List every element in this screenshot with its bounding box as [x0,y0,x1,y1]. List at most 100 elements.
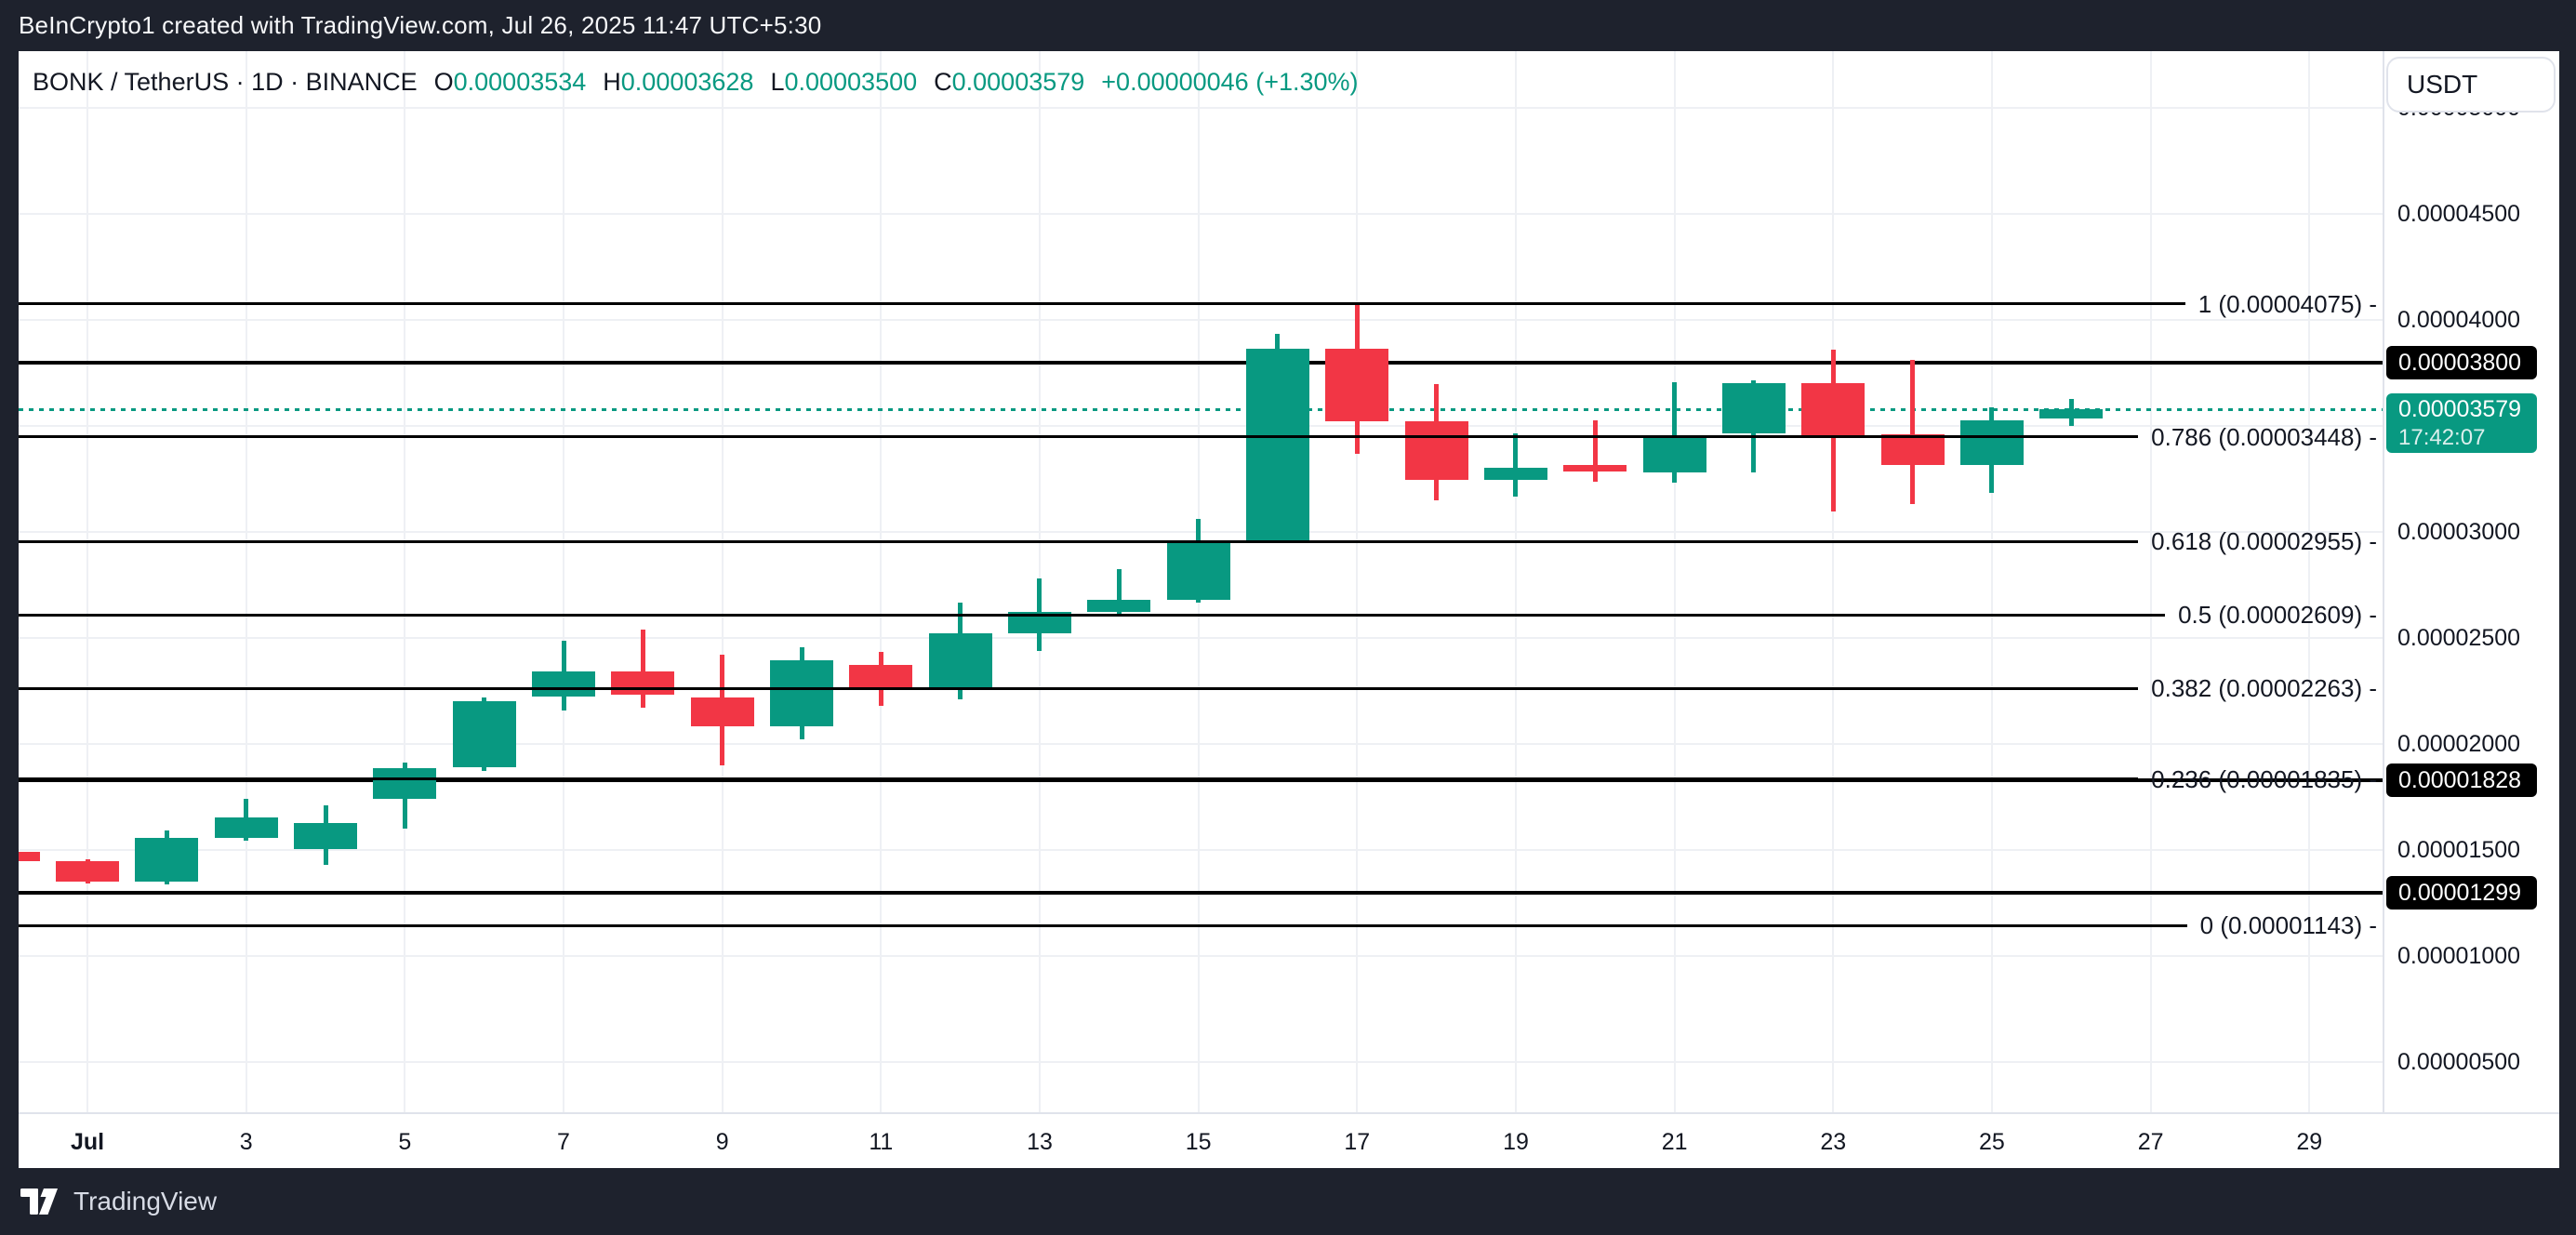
h-grid-line [19,743,2383,745]
candle [1007,611,1071,634]
candle [1642,435,1706,472]
price-tick-label: 0.00001000 [2397,943,2521,969]
time-tick-label: 21 [1661,1129,1688,1155]
candle [2039,408,2104,419]
time-tick-label: 11 [869,1129,894,1155]
v-grid-line [1514,51,1517,1112]
v-grid-line [2308,51,2311,1112]
price-tick-label: 0.00000500 [2397,1049,2521,1075]
fib-level-line [19,923,2187,927]
fib-level-label: 0.382 (0.00002263) - [2151,674,2377,703]
fib-level-line [19,302,2185,306]
time-tick-label: 25 [1979,1129,2005,1155]
fib-level-label: 0.618 (0.00002955) - [2151,527,2377,556]
candle [532,671,595,697]
price-tick-label: 0.00002000 [2397,731,2521,757]
v-grid-line [245,51,247,1112]
candle [19,852,40,862]
currency-unit-button[interactable]: USDT [2386,57,2556,113]
price-ray-line [19,778,2383,783]
h-grid-line [19,319,2383,321]
price-ray-line [19,890,2383,895]
h-grid-line [19,849,2383,851]
candle [849,665,913,687]
candle [1166,541,1230,600]
v-grid-line [86,51,89,1112]
v-grid-line [1832,51,1835,1112]
candle [928,633,992,690]
candle-wick [1513,432,1519,497]
v-grid-line [563,51,564,1112]
last-price-value: 0.00003579 [2398,395,2522,422]
candle-wick [640,630,645,708]
price-change: +0.00000046 (+1.30%) [1101,68,1359,96]
price-tick-label: 0.00004500 [2397,201,2521,227]
ohlc-close: C0.00003579 [934,68,1085,96]
time-tick-label: 23 [1820,1129,1847,1155]
v-grid-line [1990,51,1993,1112]
footer-bar: TradingView [0,1168,2576,1235]
tradingview-logo-icon [20,1189,58,1215]
h-grid-line [19,637,2383,639]
candle-wick [1116,568,1122,615]
last-price-dotted-line [19,407,2383,411]
tradingview-logo[interactable]: TradingView [20,1187,217,1216]
price-tick-label: 0.00001500 [2397,837,2521,863]
fib-level-label: 0.236 (0.00001835) - [2151,764,2377,793]
candle [1721,382,1786,433]
price-axis[interactable]: 0.000050000.000045000.000040000.00003000… [2383,51,2559,1112]
h-grid-line [19,213,2383,215]
candle [214,817,278,838]
h-grid-line [19,1061,2383,1063]
symbol-legend: BONK / TetherUS · 1D · BINANCE O0.000035… [33,68,1359,97]
candle [1801,382,1866,436]
price-line-badge: 0.00003800 [2386,345,2537,379]
price-line-badge: 0.00001828 [2386,764,2537,798]
time-tick-label: Jul [70,1129,105,1155]
candle [135,838,199,882]
candle [294,823,358,850]
fib-level-line [19,613,2165,617]
price-ray-line [19,360,2383,365]
chart-panel: 1 (0.00004075) - 0.786 (0.00003448) - 0.61… [19,51,2559,1168]
fib-level-line [19,435,2138,439]
time-tick-label: 19 [1503,1129,1529,1155]
h-grid-line [19,425,2383,427]
attribution-bar: BeInCrypto1 created with TradingView.com… [0,0,2576,51]
ohlc-low: L0.00003500 [770,68,918,96]
candle [611,671,675,695]
candle [1880,434,1945,465]
time-axis[interactable]: Jul 3 5 7 9 11 13 15 17 19 21 23 25 27 29 [19,1112,2559,1168]
price-tick-label: 0.00004000 [2397,307,2521,333]
candle [770,659,833,727]
candle-wick [1910,360,1916,505]
candle-wick [1592,420,1598,482]
candle [1959,420,2024,465]
fib-level-line [19,777,2138,781]
price-tick-label: 0.00003000 [2397,519,2521,545]
h-grid-line [19,955,2383,957]
time-tick-label: 7 [557,1129,570,1155]
candle [1483,467,1547,480]
time-tick-label: 29 [2296,1129,2323,1155]
attribution-text: BeInCrypto1 created with TradingView.com… [19,11,822,39]
tradingview-logo-text: TradingView [73,1187,218,1215]
price-line-badge: 0.00001299 [2386,875,2537,910]
candle-wick [1672,382,1678,484]
ohlc-open: O0.00003534 [433,68,587,96]
ohlc-high: H0.00003628 [603,68,754,96]
candle [1325,349,1389,421]
h-grid-line [19,107,2383,109]
candle [56,861,120,882]
time-tick-label: 9 [715,1129,729,1155]
candle [690,697,754,727]
fib-level-line [19,686,2138,690]
chart-plot-area[interactable]: 1 (0.00004075) - 0.786 (0.00003448) - 0.61… [19,51,2383,1112]
v-grid-line [721,51,724,1112]
time-tick-label: 15 [1185,1129,1212,1155]
candle [373,767,437,800]
time-tick-label: 5 [398,1129,412,1155]
time-tick-label: 17 [1344,1129,1371,1155]
time-tick-label: 13 [1027,1129,1053,1155]
